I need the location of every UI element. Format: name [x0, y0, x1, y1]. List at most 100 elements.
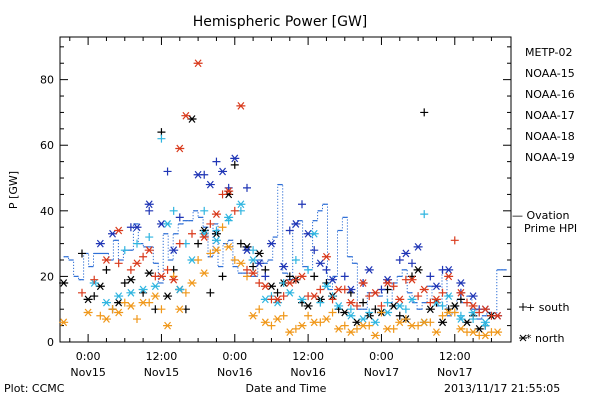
noaa-19-north-point — [273, 295, 283, 304]
noaa-18-north-point — [285, 328, 295, 337]
noaa-15-south-point — [145, 206, 154, 215]
noaa-16-south-point — [157, 134, 166, 143]
noaa-18-north-point — [334, 324, 344, 333]
x-tick-label-time: 0:00 — [369, 350, 394, 363]
noaa-16-south-point — [200, 206, 209, 215]
noaa-16-south-point — [133, 239, 141, 248]
metp-02-south-point — [273, 288, 282, 297]
noaa-15-north-point — [279, 262, 289, 271]
noaa-16-north-point — [285, 288, 295, 297]
noaa-18-south-point — [279, 311, 288, 320]
noaa-18-north-point — [199, 269, 209, 278]
noaa-16-north-point — [236, 200, 246, 209]
noaa-19-north-point — [169, 275, 179, 284]
metp-02-south-point — [236, 239, 245, 248]
noaa-16-north-point — [248, 256, 258, 264]
noaa-18-north-point — [321, 315, 331, 323]
noaa-16-south-point — [383, 298, 392, 307]
noaa-19-south-point — [438, 288, 447, 297]
noaa-16-north-point — [334, 302, 344, 310]
noaa-18-north-point — [407, 321, 417, 330]
noaa-19-south-point — [279, 292, 288, 301]
metp-02-south-point — [90, 292, 99, 301]
noaa-19-south-point — [353, 301, 361, 310]
noaa-19-south-point — [139, 252, 148, 261]
noaa-18-south-point — [108, 305, 117, 314]
noaa-18-north-point — [309, 318, 319, 327]
noaa-16-north-point — [126, 288, 136, 297]
noaa-16-south-point — [346, 305, 355, 314]
noaa-16-north-point — [321, 282, 331, 291]
noaa-18-south-point — [181, 288, 190, 297]
y-tick-label: 80 — [40, 74, 54, 87]
metp-02-south-point — [218, 272, 227, 281]
x-tick-label-time: 12:00 — [146, 350, 178, 363]
noaa-18-north-point — [480, 331, 490, 340]
noaa-16-north-point — [211, 236, 221, 245]
noaa-19-south-point — [365, 292, 374, 301]
noaa-16-north-point — [175, 285, 185, 294]
x-tick-label-time: 12:00 — [292, 350, 324, 363]
noaa-15-south-point — [377, 285, 386, 294]
noaa-19-south-point — [114, 259, 123, 268]
noaa-19-north-point — [480, 305, 490, 314]
y-tick-label: 60 — [40, 139, 54, 152]
noaa-19-north-point — [370, 288, 380, 297]
noaa-19-north-point — [431, 295, 441, 304]
noaa-16-south-point — [316, 298, 325, 307]
noaa-15-north-point — [291, 220, 301, 228]
legend-entry: NOAA-15 — [525, 67, 575, 80]
noaa-18-south-point — [230, 256, 239, 265]
noaa-19-south-point — [163, 265, 172, 274]
noaa-18-north-point — [260, 318, 270, 327]
noaa-19-north-point — [285, 279, 295, 287]
noaa-18-south-point — [291, 324, 300, 333]
noaa-18-north-point — [211, 246, 221, 255]
noaa-15-south-point — [395, 256, 404, 265]
noaa-19-north-point — [456, 288, 466, 297]
ovation-legend-line2: Prime HPI — [524, 222, 577, 235]
metp-02-south-point — [120, 278, 129, 287]
noaa-19-south-point — [218, 190, 227, 199]
noaa-15-north-point — [431, 282, 441, 291]
marker-legend-north: * north — [526, 332, 565, 345]
metp-02-north-point — [450, 302, 460, 310]
noaa-18-south-point — [96, 311, 105, 320]
noaa-18-north-point — [224, 243, 234, 251]
noaa-18-south-point — [218, 223, 227, 232]
metp-02-south-point — [285, 272, 294, 281]
noaa-19-south-point — [90, 275, 99, 284]
noaa-19-north-point — [224, 187, 234, 196]
metp-02-south-point — [395, 311, 404, 320]
legend-entry: NOAA-16 — [525, 88, 575, 101]
marker-legend-south: + south — [526, 301, 569, 314]
noaa-18-north-point — [101, 315, 111, 323]
noaa-18-north-point — [163, 321, 173, 330]
noaa-18-north-point — [444, 308, 454, 317]
noaa-18-north-point — [395, 318, 405, 327]
metp-02-north-point — [126, 275, 136, 284]
metp-02-north-point — [83, 295, 93, 304]
legend: METP-02 NOAA-15 NOAA-16 NOAA-17 NOAA-18 NOAA-… — [519, 46, 575, 342]
noaa-15-north-point — [169, 246, 179, 255]
metp-02-south-point — [371, 305, 380, 314]
noaa-19-north-point — [321, 252, 331, 261]
noaa-18-south-point — [304, 311, 313, 320]
noaa-16-north-point — [150, 282, 160, 291]
noaa-19-south-point — [175, 239, 184, 248]
noaa-19-north-point — [211, 210, 221, 218]
noaa-15-south-point — [340, 272, 349, 281]
noaa-19-north-point — [297, 272, 307, 281]
noaa-19-south-point — [126, 265, 135, 274]
south-marker-symbol — [519, 303, 527, 311]
noaa-16-south-point — [420, 210, 429, 219]
noaa-16-north-point — [297, 295, 307, 304]
noaa-15-north-point — [413, 243, 423, 251]
noaa-18-north-point — [358, 321, 368, 330]
noaa-18-north-point — [187, 279, 197, 287]
noaa-16-south-point — [145, 233, 154, 242]
noaa-15-north-point — [364, 265, 374, 274]
noaa-15-north-point — [205, 180, 215, 189]
north-marker-symbol — [519, 334, 527, 342]
noaa-18-north-point — [150, 292, 160, 300]
